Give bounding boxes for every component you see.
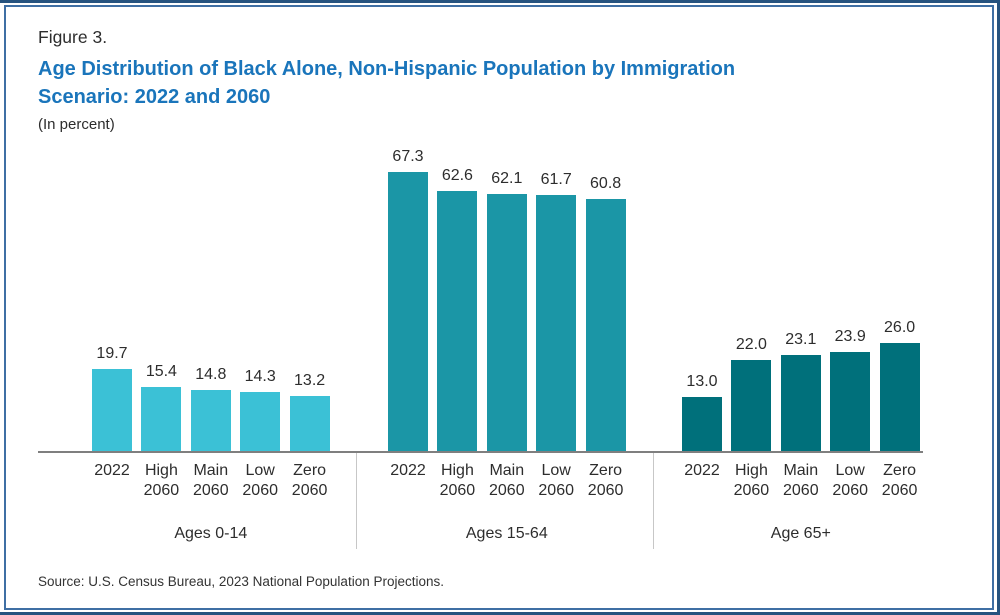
bar-value-label: 19.7 [96,345,128,362]
bar-tick-label: Low 2060 [223,461,297,501]
bar [879,343,920,451]
bar-tick-label: 2022 [371,461,445,481]
bar-tick-label: High 2060 [124,461,198,501]
bar-tick-label: Low 2060 [813,461,887,501]
bar-value-label: 23.9 [834,328,866,345]
bar-tick-label-line: 2060 [439,482,476,499]
bar-value-label: 62.6 [441,167,473,184]
group-label: Age 65+ [770,525,831,542]
bar [141,387,182,451]
bar-tick-label: Zero 2060 [863,461,937,501]
bar [536,195,577,451]
bar [289,396,330,451]
bar [682,397,722,451]
figure-title: Age Distribution of Black Alone, Non-His… [38,55,992,111]
bar-tick-label-line: 2060 [242,482,278,499]
bar-value-label: 67.3 [392,148,424,165]
bar-value-label: 60.8 [590,175,622,192]
bar-value-label: 26.0 [884,319,916,336]
bar-tick-label-line: Low [245,462,275,479]
figure-header: Figure 3. Age Distribution of Black Alon… [38,27,992,133]
group-divider [356,453,357,549]
bar-tick-label: Zero 2060 [569,461,643,501]
figure-title-line-1: Age Distribution of Black Alone, Non-His… [38,58,736,80]
bar-value-label: 23.1 [785,331,817,348]
bar-tick-label: Main 2060 [764,461,838,501]
bar-value-label: 13.2 [294,372,326,389]
bar [92,369,132,451]
bar-tick-label: High 2060 [420,461,494,501]
bar-chart: 19.7 2022 15.4 High 2060 14.8 Main 2060 14.3 Low 2… [38,139,978,551]
bar [780,355,821,451]
bar-tick-label-line: Main [489,462,525,479]
figure-unit-note: (In percent) [38,116,115,133]
bar-tick-label: Main 2060 [174,461,248,501]
bar [585,199,626,451]
bar [830,352,871,451]
bar-value-label: 14.8 [195,366,227,383]
bar-tick-label: Main 2060 [470,461,544,501]
bar-tick-label-line: Zero [293,462,327,479]
bar-tick-label-line: Zero [589,462,623,479]
bar-tick-label-line: 2022 [94,462,130,479]
bar-tick-label: Low 2060 [519,461,593,501]
x-axis-line [38,451,923,453]
bar-value-label: 15.4 [145,363,177,380]
bar [190,390,231,451]
bar-value-label: 61.7 [540,171,572,188]
bar-tick-label-line: High [144,462,178,479]
bar-tick-label: 2022 [665,461,739,481]
bar-value-label: 13.0 [686,373,718,390]
group-label: Ages 15-64 [465,525,548,542]
group-divider [653,453,654,549]
bar-tick-label-line: Low [541,462,571,479]
bar-tick-label-line: Main [193,462,229,479]
bar-tick-label: 2022 [75,461,149,481]
bar-tick-label: Zero 2060 [273,461,347,501]
figure-number: Figure 3. [38,27,108,47]
bar-tick-label-line: 2060 [832,482,868,499]
bar-value-label: 14.3 [244,368,276,385]
bar-tick-label-line: 2060 [587,482,624,499]
group-label: Ages 0-14 [174,525,248,542]
bar-tick-label-line: 2060 [538,482,574,499]
bar-tick-label-line: High [440,462,474,479]
bar-tick-label-line: Main [783,462,819,479]
bar [486,194,527,451]
bar-tick-label-line: 2060 [143,482,180,499]
bar-value-label: 22.0 [735,336,767,353]
bar-tick-label-line: 2060 [193,482,229,499]
source-note: Source: U.S. Census Bureau, 2023 Nationa… [38,574,444,589]
bar-tick-label-line: 2022 [684,462,720,479]
bar-tick-label-line: Low [835,462,865,479]
bar [437,191,478,451]
bar-value-label: 62.1 [491,170,523,187]
bar-tick-label-line: Zero [883,462,917,479]
bar-tick-label-line: 2060 [881,482,918,499]
bar [240,392,281,451]
bar-tick-label-line: 2060 [783,482,819,499]
bar-tick-label-line: 2060 [489,482,525,499]
bar-tick-label-line: High [734,462,768,479]
bar-tick-label-line: 2060 [733,482,770,499]
bar [731,360,772,451]
figure-title-line-2: Scenario: 2022 and 2060 [38,86,271,108]
bar-tick-label-line: 2060 [291,482,328,499]
bar [388,172,428,451]
figure-frame: Figure 3. Age Distribution of Black Alon… [4,5,994,610]
bar-tick-label-line: 2022 [390,462,426,479]
bar-tick-label: High 2060 [714,461,788,501]
